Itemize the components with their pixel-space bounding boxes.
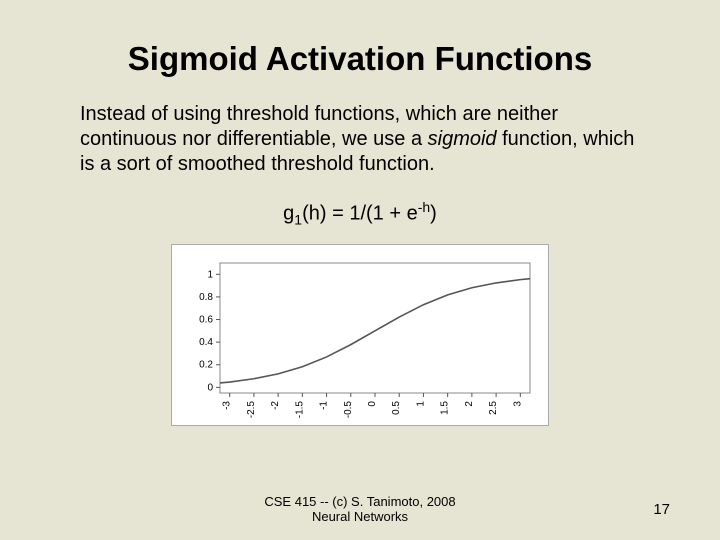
formula-sub: 1: [294, 212, 302, 228]
formula: g1(h) = 1/(1 + e-h): [50, 199, 670, 228]
formula-end: ): [430, 203, 437, 225]
svg-text:1: 1: [415, 400, 426, 406]
svg-text:-0.5: -0.5: [343, 400, 354, 418]
page-number: 17: [653, 501, 670, 518]
footer-line2: Neural Networks: [0, 509, 720, 524]
formula-g: g: [283, 203, 294, 225]
body-paragraph: Instead of using threshold functions, wh…: [80, 102, 640, 177]
svg-text:1: 1: [207, 269, 213, 280]
svg-text:2: 2: [464, 400, 475, 406]
svg-text:0.5: 0.5: [391, 400, 402, 414]
svg-text:2.5: 2.5: [488, 400, 499, 414]
svg-text:0: 0: [207, 382, 213, 393]
formula-sup: -h: [418, 199, 430, 215]
body-italic: sigmoid: [428, 128, 497, 150]
svg-text:-1.5: -1.5: [294, 400, 305, 418]
svg-text:0.8: 0.8: [199, 292, 213, 303]
svg-text:0: 0: [367, 400, 378, 406]
svg-text:0.6: 0.6: [199, 314, 213, 325]
sigmoid-chart: 0 0.2 0.4 0.6 0.8 1 -3 -2.5 -2 -1.5 -1 -0.5 0 0.5 1 1.5…: [180, 253, 540, 423]
svg-text:-2: -2: [270, 400, 281, 409]
svg-text:0.4: 0.4: [199, 337, 213, 348]
footer: CSE 415 -- (c) S. Tanimoto, 2008 Neural …: [0, 494, 720, 524]
svg-text:0.2: 0.2: [199, 359, 213, 370]
chart-container: 0 0.2 0.4 0.6 0.8 1 -3 -2.5 -2 -1.5 -1 -0.5 0 0.5 1 1.5…: [171, 244, 549, 426]
svg-text:-3: -3: [222, 400, 233, 409]
svg-text:-1: -1: [319, 400, 330, 409]
svg-text:3: 3: [512, 400, 523, 406]
svg-text:-2.5: -2.5: [246, 400, 257, 418]
footer-line1: CSE 415 -- (c) S. Tanimoto, 2008: [264, 494, 455, 509]
slide-title: Sigmoid Activation Functions: [50, 40, 670, 78]
svg-text:1.5: 1.5: [440, 400, 451, 414]
formula-mid: (h) = 1/(1 + e: [302, 203, 418, 225]
